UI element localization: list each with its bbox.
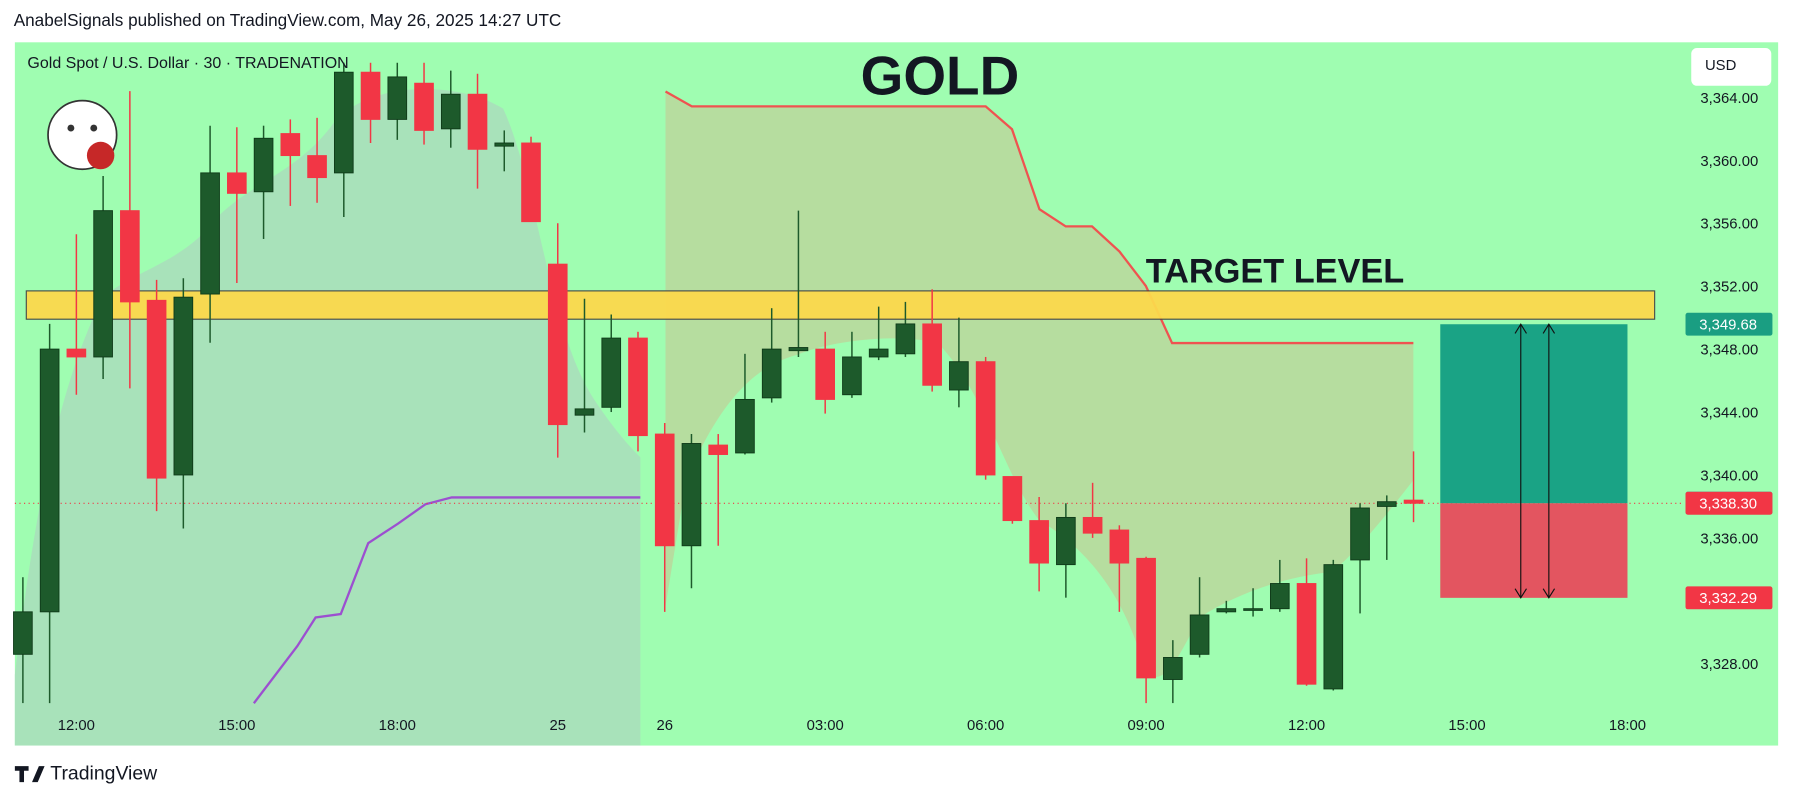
shaded-area <box>665 91 1414 678</box>
candle-body <box>815 348 836 400</box>
candle-body <box>467 93 488 150</box>
annotation: TARGET LEVEL <box>1146 252 1405 290</box>
candle-body <box>1216 608 1237 613</box>
candle-body <box>200 172 220 295</box>
profit-zone <box>1440 324 1628 504</box>
candle-body <box>574 408 595 416</box>
candle-body <box>440 93 461 130</box>
x-tick-label: 26 <box>656 718 673 734</box>
indicator-line <box>252 496 641 704</box>
price-label: 3,349.68 <box>1699 317 1757 333</box>
brand: TradingView <box>50 762 158 784</box>
x-tick-label: 15:00 <box>1448 718 1485 734</box>
candle-body <box>1082 516 1103 534</box>
currency-box[interactable] <box>1691 48 1772 86</box>
candle-body <box>66 348 87 358</box>
candle-body <box>1056 516 1076 566</box>
candle-body <box>761 348 782 399</box>
candle-body <box>1109 529 1130 564</box>
y-tick-label: 3,352.00 <box>1700 280 1758 296</box>
candle-body <box>654 433 675 547</box>
price-label-box <box>1685 491 1773 515</box>
candle-body <box>1029 520 1049 564</box>
arrow-head <box>1514 323 1527 599</box>
candle-body <box>494 142 515 147</box>
x-tick-label: 18:00 <box>1609 718 1646 734</box>
loss-zone <box>1440 503 1628 598</box>
candle-body <box>547 263 568 426</box>
y-tick-label: 3,348.00 <box>1700 343 1758 359</box>
candle-body <box>39 348 60 613</box>
symbol: Gold Spot / U.S. Dollar · 30 · TRADENATI… <box>27 55 348 72</box>
chart-root: AnabelSignals published on TradingView.c… <box>13 10 1779 784</box>
x-tick-label: 06:00 <box>967 718 1004 734</box>
arrow-head <box>1542 323 1556 599</box>
candle-body <box>975 361 996 476</box>
y-tick-label: 3,360.00 <box>1700 154 1758 170</box>
x-tick-label: 25 <box>549 718 566 734</box>
x-tick-label: 12:00 <box>1288 718 1325 734</box>
candle-body <box>842 356 862 396</box>
candle-body <box>1296 583 1317 685</box>
candle-body <box>1376 501 1397 507</box>
candle-body <box>1136 557 1156 679</box>
candle-body <box>120 210 140 303</box>
brand-logo <box>14 766 45 783</box>
candle-body <box>307 155 327 179</box>
candle-body <box>922 323 942 386</box>
y-tick-label: 3,364.00 <box>1700 91 1758 107</box>
candle-body <box>414 82 434 131</box>
shaded-area <box>14 88 641 746</box>
candle-body <box>173 296 194 476</box>
candle-body <box>280 133 301 157</box>
x-tick-label: 09:00 <box>1128 718 1165 734</box>
candle-body <box>628 337 648 437</box>
candle-body <box>1243 608 1263 611</box>
candle-body <box>13 611 33 655</box>
candle-body <box>1002 476 1023 522</box>
candle-body <box>1403 499 1424 504</box>
header: AnabelSignals published on TradingView.c… <box>14 10 562 30</box>
candle-body <box>93 210 113 358</box>
x-tick-label: 18:00 <box>379 718 416 734</box>
x-tick-label: 03:00 <box>807 718 844 734</box>
candle-body <box>735 398 755 454</box>
candle-body <box>1350 507 1370 561</box>
candle-body <box>227 172 247 194</box>
y-tick-label: 3,328.00 <box>1700 657 1758 673</box>
price-label: 3,338.30 <box>1699 496 1757 512</box>
price-label-box <box>1685 312 1773 336</box>
candle-body <box>360 71 381 120</box>
candle-body <box>387 76 408 120</box>
y-tick-label: 3,356.00 <box>1700 217 1758 233</box>
candle-body <box>788 347 809 352</box>
candle-body <box>521 142 541 223</box>
candle-body <box>949 361 969 391</box>
candle-body <box>146 299 167 479</box>
candle-body <box>868 348 889 358</box>
candle-body <box>895 323 916 355</box>
candle-body <box>1189 614 1210 655</box>
candle-body <box>1323 564 1344 690</box>
candle-body <box>333 71 354 174</box>
y-tick-label: 3,336.00 <box>1700 531 1758 547</box>
y-tick-label: 3,344.00 <box>1700 406 1758 422</box>
price-label: 3,332.29 <box>1699 591 1757 607</box>
candle-body <box>708 444 729 455</box>
candle-body <box>601 337 622 408</box>
candle-body <box>253 137 274 193</box>
candle-body <box>1269 583 1290 610</box>
price-label-box <box>1685 586 1773 610</box>
target-zone <box>25 290 1656 320</box>
candle-body <box>1163 657 1183 680</box>
mascot <box>47 99 118 171</box>
y-tick-label: 3,340.00 <box>1700 468 1758 484</box>
candle-body <box>681 443 702 547</box>
plot <box>13 62 1681 704</box>
x-tick-label: 12:00 <box>58 718 95 734</box>
currency: USD <box>1705 58 1737 74</box>
title: GOLD <box>861 45 1020 107</box>
x-tick-label: 15:00 <box>218 718 255 734</box>
